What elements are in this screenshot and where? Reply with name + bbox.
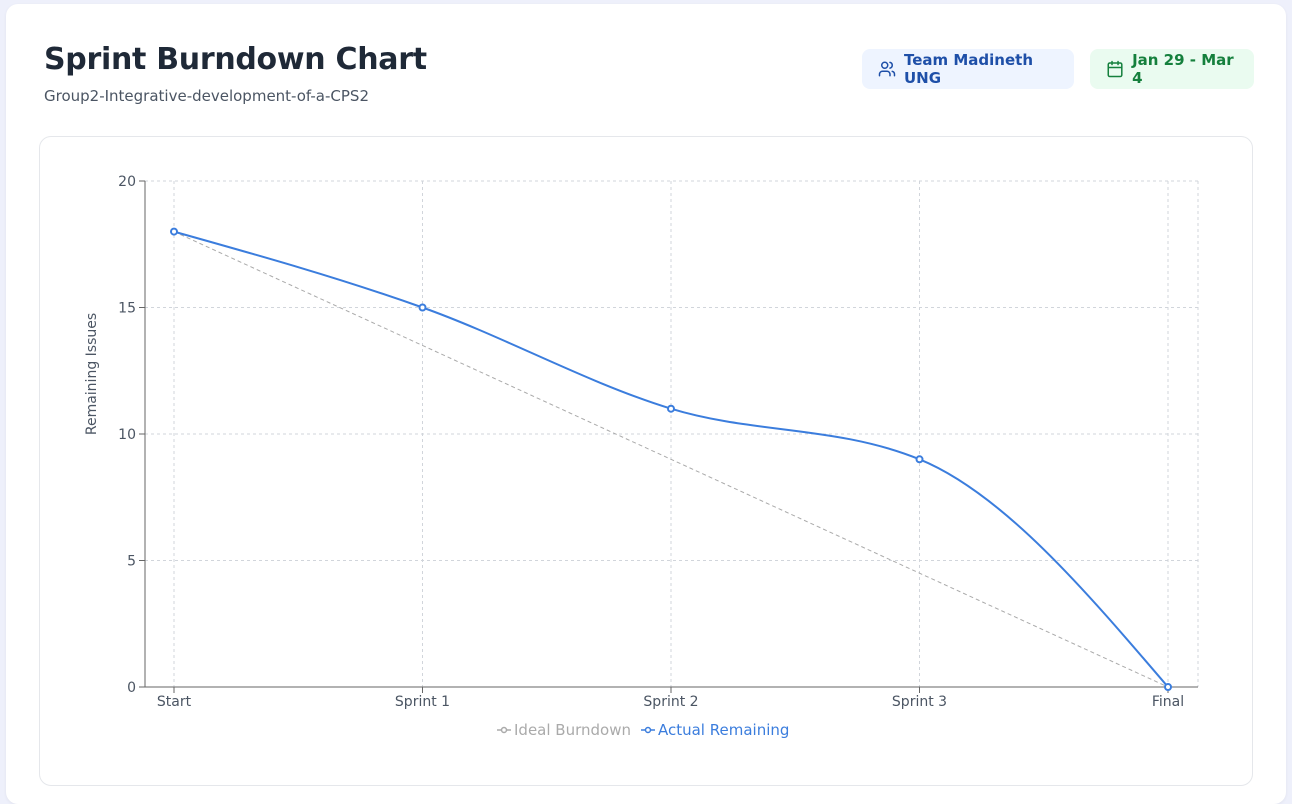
y-axis-title: Remaining Issues	[84, 313, 100, 435]
grid	[145, 180, 1199, 688]
tick-labels: 0 5 10 15 20 Start Sprint 1 Sprint 2 Sprint 3 Fin…	[118, 174, 1184, 710]
team-label: Team Madineth UNG	[903, 51, 1034, 87]
x-tick-label: Sprint 3	[892, 694, 947, 710]
project-subtitle: Group2-Integrative-development-of-a-CPS2	[44, 87, 369, 105]
legend-label: Ideal Burndown	[514, 721, 631, 739]
calendar-icon	[1107, 60, 1123, 78]
legend-label: Actual Remaining	[658, 721, 789, 739]
axes	[139, 180, 1198, 693]
y-tick-label: 10	[118, 427, 136, 443]
x-tick-label: Sprint 2	[643, 694, 698, 710]
actual-remaining-point[interactable]	[1164, 683, 1172, 691]
actual-remaining-point[interactable]	[667, 404, 675, 413]
date-range-label: Jan 29 - Mar 4	[1132, 51, 1234, 87]
date-range-badge: Jan 29 - Mar 4	[1090, 49, 1254, 89]
y-tick-label: 5	[127, 554, 136, 570]
series	[170, 227, 1172, 691]
x-tick-label: Start	[157, 694, 192, 710]
users-icon	[878, 61, 896, 77]
y-tick-label: 15	[118, 301, 136, 317]
ideal-burndown-line	[173, 231, 1169, 688]
actual-remaining-point[interactable]	[418, 303, 427, 312]
actual-remaining-point[interactable]	[915, 455, 924, 464]
x-tick-label: Final	[1152, 694, 1184, 710]
legend[interactable]: Ideal Burndown Actual Remaining	[497, 721, 789, 739]
chart-container	[39, 136, 1253, 786]
actual-remaining-point[interactable]	[170, 227, 178, 236]
page-title: Sprint Burndown Chart	[44, 42, 427, 77]
legend-item-actual-remaining[interactable]: Actual Remaining	[640, 721, 789, 739]
team-badge: Team Madineth UNG	[862, 49, 1074, 89]
x-tick-label: Sprint 1	[395, 694, 450, 710]
y-tick-label: 20	[118, 174, 136, 190]
legend-swatch-marker	[500, 726, 508, 734]
y-tick-label: 0	[127, 680, 136, 696]
legend-item-ideal-burndown[interactable]: Ideal Burndown	[497, 721, 631, 739]
legend-swatch-marker	[644, 726, 652, 734]
